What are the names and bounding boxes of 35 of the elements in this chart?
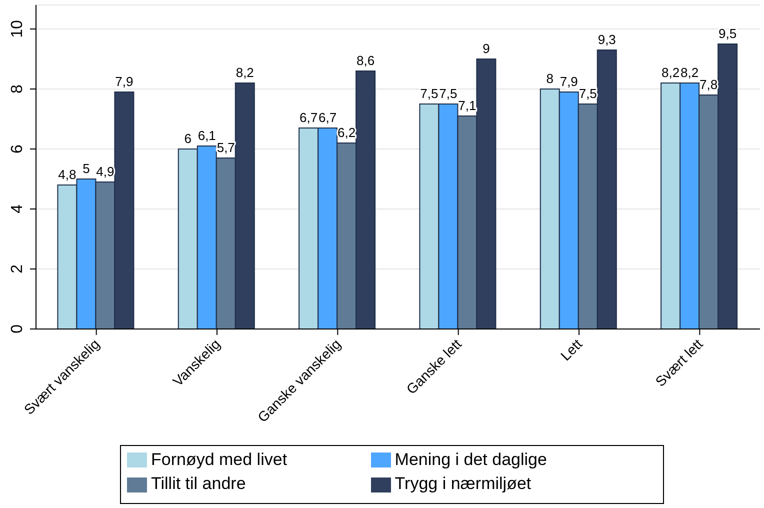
data-label: 9,3 bbox=[598, 32, 616, 47]
y-tick-label: 6 bbox=[9, 144, 26, 154]
data-label: 7,8 bbox=[700, 76, 718, 92]
legend-label: Trygg i nærmiljøet bbox=[394, 474, 532, 494]
data-label: 4,8 bbox=[58, 166, 76, 182]
data-label: 4,9 bbox=[96, 164, 114, 179]
data-label: 9,5 bbox=[718, 26, 737, 41]
data-label: 6,1 bbox=[198, 128, 216, 143]
data-label: 5,7 bbox=[216, 140, 235, 155]
y-tick-label: 10 bbox=[9, 20, 26, 38]
data-label: 7,1 bbox=[458, 98, 476, 113]
data-label: 8,2 bbox=[662, 64, 680, 80]
data-label: 6,7 bbox=[318, 110, 337, 125]
data-label: 7,9 bbox=[560, 74, 578, 89]
data-label: 8,2 bbox=[236, 64, 254, 80]
data-label: 7,5 bbox=[578, 86, 597, 101]
y-tick-label: 8 bbox=[9, 84, 26, 94]
data-label: 5 bbox=[82, 160, 90, 176]
legend-label: Tillit til andre bbox=[151, 474, 246, 494]
data-label: 8,2 bbox=[680, 64, 699, 80]
y-tick-label: 0 bbox=[9, 324, 26, 334]
data-label: 9 bbox=[482, 40, 490, 56]
data-label: 7,5 bbox=[420, 86, 438, 101]
legend-label: Mening i det daglige bbox=[394, 450, 547, 469]
data-label: 8,6 bbox=[356, 52, 375, 68]
data-label: 7,9 bbox=[115, 74, 134, 89]
data-label: 6,2 bbox=[338, 124, 356, 140]
data-label: 6,7 bbox=[300, 110, 318, 125]
x-tick-label: Lett bbox=[557, 336, 586, 364]
data-label: 8 bbox=[546, 70, 554, 86]
legend-label: Fornøyd med livet bbox=[151, 450, 288, 469]
y-tick-label: 2 bbox=[9, 264, 26, 274]
y-tick-label: 4 bbox=[9, 204, 26, 214]
data-label: 7,5 bbox=[439, 86, 458, 101]
data-label: 6 bbox=[184, 130, 192, 146]
